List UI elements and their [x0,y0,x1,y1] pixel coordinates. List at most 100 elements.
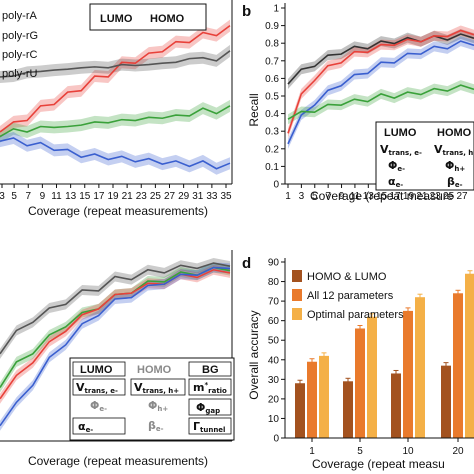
d-legend-swatch [292,289,302,301]
b-x-tick-label: 27 [456,191,468,202]
a-line-poly-ra [0,24,231,133]
d-y-tick-label: 80 [268,277,280,288]
legend-entry-poly-ra: poly-rA [2,10,38,22]
panel-c-box-m-ratio: m*ratio [193,381,227,395]
panel-c-parameter-box: LUMO HOMO BG Vtrans, e- Vtrans, h+ m*rat… [69,357,235,441]
b-y-tick-label: 0.7 [265,56,279,67]
a-x-tick-label: 7 [25,191,31,202]
c-line-blue [0,266,231,427]
panel-a-box [89,3,207,31]
a-x-tick-label: 31 [192,191,204,202]
c-line-red [0,268,231,400]
d-y-tick-label: 70 [268,297,280,308]
panel-b-letter: b [242,3,251,20]
d-bar-homo-lumo-10 [391,373,401,438]
panel-b-box-beta: βe- [447,175,463,189]
d-bar-homo-lumo-5 [343,381,353,438]
c-band-red [0,264,230,404]
d-legend-label: Optimal parameters [307,309,404,321]
d-legend-label: HOMO & LUMO [307,271,387,283]
b-y-tick-label: 0.5 [265,92,279,103]
panel-a-lines [0,24,231,170]
panel-b-xlabel: Coverage (repeat measure [310,189,454,203]
d-bar-all-12-parameters-1 [307,361,317,438]
panel-a-xlabel: Coverage (repeat measurements) [28,204,208,218]
panel-c-box-alpha: αe- [78,420,93,434]
d-y-tick-label: 50 [268,336,280,347]
d-bar-optimal-parameters-5 [367,316,377,438]
d-y-tick-label: 20 [268,394,280,405]
d-x-tick-label: 20 [452,446,464,457]
a-x-tick-label: 5 [11,191,17,202]
panel-b-parameter-box: LUMO HOMO Vtrans, e- Vtrans, h Φe- Φh+ α… [375,121,474,191]
panel-d: d Overall accuracy 0 10 20 30 40 50 60 70 80 90 1… [242,255,474,471]
legend-entry-poly-rg: poly-rG [2,30,38,42]
a-x-tick-label: 27 [164,191,176,202]
panel-d-legend: HOMO & LUMO All 12 parameters Optimal para… [292,270,404,321]
a-band-poly-rg [0,44,230,83]
panel-a: 3 5 7 9 11 13 15 17 19 21 23 25 27 29 31 33 35 Coverage … [0,0,233,218]
panel-a-box-homo: HOMO [150,13,185,25]
a-x-tick-label: 29 [178,191,190,202]
c-band-green [0,262,230,393]
a-x-tick-label: 11 [51,191,62,202]
panel-b: b Recall 0 0.1 0.2 0.3 0.4 0.5 0.6 0.7 0.8 0.9 1 1… [242,3,474,203]
panel-b-box-phi-lumo: Φe- [388,159,405,173]
d-y-tick-label: 40 [268,355,280,366]
c-band-blue [0,262,230,431]
a-x-tick-label: 33 [206,191,218,202]
d-legend-swatch [292,270,302,282]
a-x-tick-label: 19 [107,191,119,202]
panel-c-box-phi-h: Φh+ [148,399,168,413]
panel-c-box-bg: BG [202,364,219,376]
a-band-poly-ra [0,19,230,139]
panel-b-y-ticks: 0 0.1 0.2 0.3 0.4 0.5 0.6 0.7 0.8 0.9 1 [265,4,285,191]
b-y-tick-label: 0.3 [265,127,279,138]
b-x-tick-label: 11 [350,191,361,202]
d-legend-label: All 12 parameters [307,290,394,302]
a-band-poly-ru [0,131,230,175]
b-line-blue [287,40,474,145]
panel-c-lines [0,262,231,427]
panel-c-box-beta: βe- [148,419,164,433]
b-x-tick-label: 7 [325,191,331,202]
a-x-tick-label: 25 [150,191,162,202]
d-bar-optimal-parameters-10 [415,297,425,438]
d-y-tick-label: 10 [268,414,280,425]
b-x-tick-label: 15 [376,191,388,202]
b-x-tick-label: 25 [443,191,455,202]
legend-entry-poly-ru: poly-rU [2,68,38,80]
panel-a-legend: poly-rA poly-rG poly-rC poly-rU [2,10,38,80]
d-y-tick-label: 30 [268,375,280,386]
panel-b-box-phi-homo: Φh+ [445,159,465,173]
b-y-tick-label: 1 [273,4,279,15]
d-y-tick-label: 90 [268,258,280,269]
d-y-tick-label: 0 [273,434,279,445]
c-band-black [0,258,230,359]
b-y-tick-label: 0.4 [265,109,279,120]
a-x-tick-label: 21 [122,191,134,202]
d-bar-all-12-parameters-10 [403,310,413,438]
d-y-tick-label: 60 [268,316,280,327]
panel-c-bands [0,258,230,431]
b-x-tick-label: 13 [363,191,375,202]
panel-a-x-ticks: 3 5 7 9 11 13 15 17 19 21 23 25 27 29 31 33 35 [0,184,232,202]
a-line-poly-ru [0,137,231,170]
d-bar-all-12-parameters-5 [355,328,365,438]
panel-c-box-vtrans-h: Vtrans, h+ [134,381,179,395]
panel-d-bars [295,270,474,438]
b-x-tick-label: 1 [285,191,291,202]
b-y-tick-label: 0 [273,180,279,191]
panel-b-lines [287,29,474,145]
b-x-tick-label: 3 [299,191,305,202]
panel-d-y-ticks: 0 10 20 30 40 50 60 70 80 90 [268,258,285,445]
b-y-tick-label: 0.1 [265,162,279,173]
b-y-tick-label: 0.6 [265,74,279,85]
panel-c-box-vtrans-e: Vtrans, e- [76,381,118,395]
panel-b-box-alpha: αe- [388,175,403,189]
panel-a-box-lumo: LUMO [100,13,133,25]
b-x-tick-label: 17 [390,191,402,202]
a-x-tick-label: 23 [136,191,148,202]
a-x-tick-label: 35 [220,191,232,202]
